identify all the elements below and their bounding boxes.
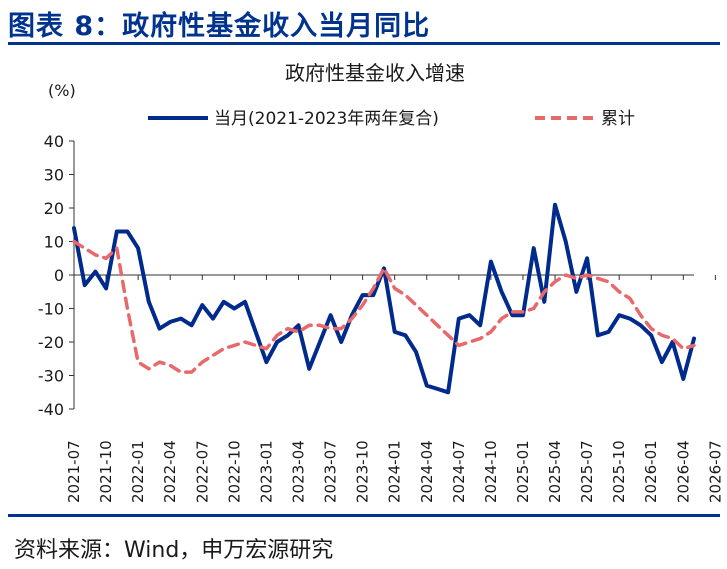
- x-tick-label: 2022-10: [225, 440, 243, 503]
- x-tick-label: 2022-01: [129, 440, 147, 503]
- y-tick-label: -40: [38, 400, 64, 419]
- y-tick-label: -30: [38, 367, 64, 386]
- x-tick-label: 2025-04: [546, 440, 564, 503]
- x-tick-label: 2026-04: [674, 440, 692, 503]
- series-line-cumulative: [72, 239, 696, 374]
- y-tick-label: 10: [44, 233, 64, 252]
- x-tick-label: 2024-04: [418, 440, 436, 503]
- x-tick-label: 2025-07: [578, 440, 596, 503]
- figure-title: 图表 8：政府性基金收入当月同比: [8, 11, 431, 42]
- series-line-monthly: [72, 202, 696, 395]
- legend-label-monthly: 当月(2021-2023年两年复合): [214, 109, 439, 129]
- y-tick-label: -20: [38, 333, 64, 352]
- x-tick-label: 2022-04: [161, 440, 179, 503]
- x-tick-label: 2026-01: [642, 440, 660, 503]
- x-tick-label: 2025-01: [514, 440, 532, 503]
- axes: 40 30 20 10 0 -10 -20 -30 -40 2021-07 2021-10 2022-…: [38, 132, 725, 503]
- x-tick-label: 2021-10: [97, 440, 115, 503]
- source-note: 资料来源：Wind，申万宏源研究: [14, 538, 334, 563]
- title-divider: [8, 42, 720, 45]
- x-tick-label: 2023-10: [354, 440, 372, 503]
- y-unit-label: (%): [48, 81, 76, 100]
- y-tick-label: 40: [44, 132, 64, 151]
- series-layer: [72, 202, 696, 395]
- legend-label-cumulative: 累计: [601, 109, 635, 129]
- x-tick-label: 2022-07: [193, 440, 211, 503]
- chart-title: 政府性基金收入增速: [285, 61, 465, 85]
- x-tick-label: 2026-07: [706, 440, 724, 503]
- x-tick-label: 2024-10: [482, 440, 500, 503]
- x-tick-label: 2021-07: [65, 440, 83, 503]
- source-divider: [8, 514, 720, 517]
- x-tick-label: 2023-01: [257, 440, 275, 503]
- legend: 当月(2021-2023年两年复合) 累计: [148, 109, 635, 129]
- y-tick-label: 0: [54, 266, 64, 285]
- x-tick-label: 2025-10: [610, 440, 628, 503]
- x-tick-label: 2024-07: [450, 440, 468, 503]
- x-tick-label: 2023-07: [322, 440, 340, 503]
- y-tick-label: -10: [38, 300, 64, 319]
- x-tick-label: 2023-04: [289, 440, 307, 503]
- y-tick-label: 20: [44, 199, 64, 218]
- y-tick-label: 30: [44, 166, 64, 185]
- x-tick-label: 2024-01: [386, 440, 404, 503]
